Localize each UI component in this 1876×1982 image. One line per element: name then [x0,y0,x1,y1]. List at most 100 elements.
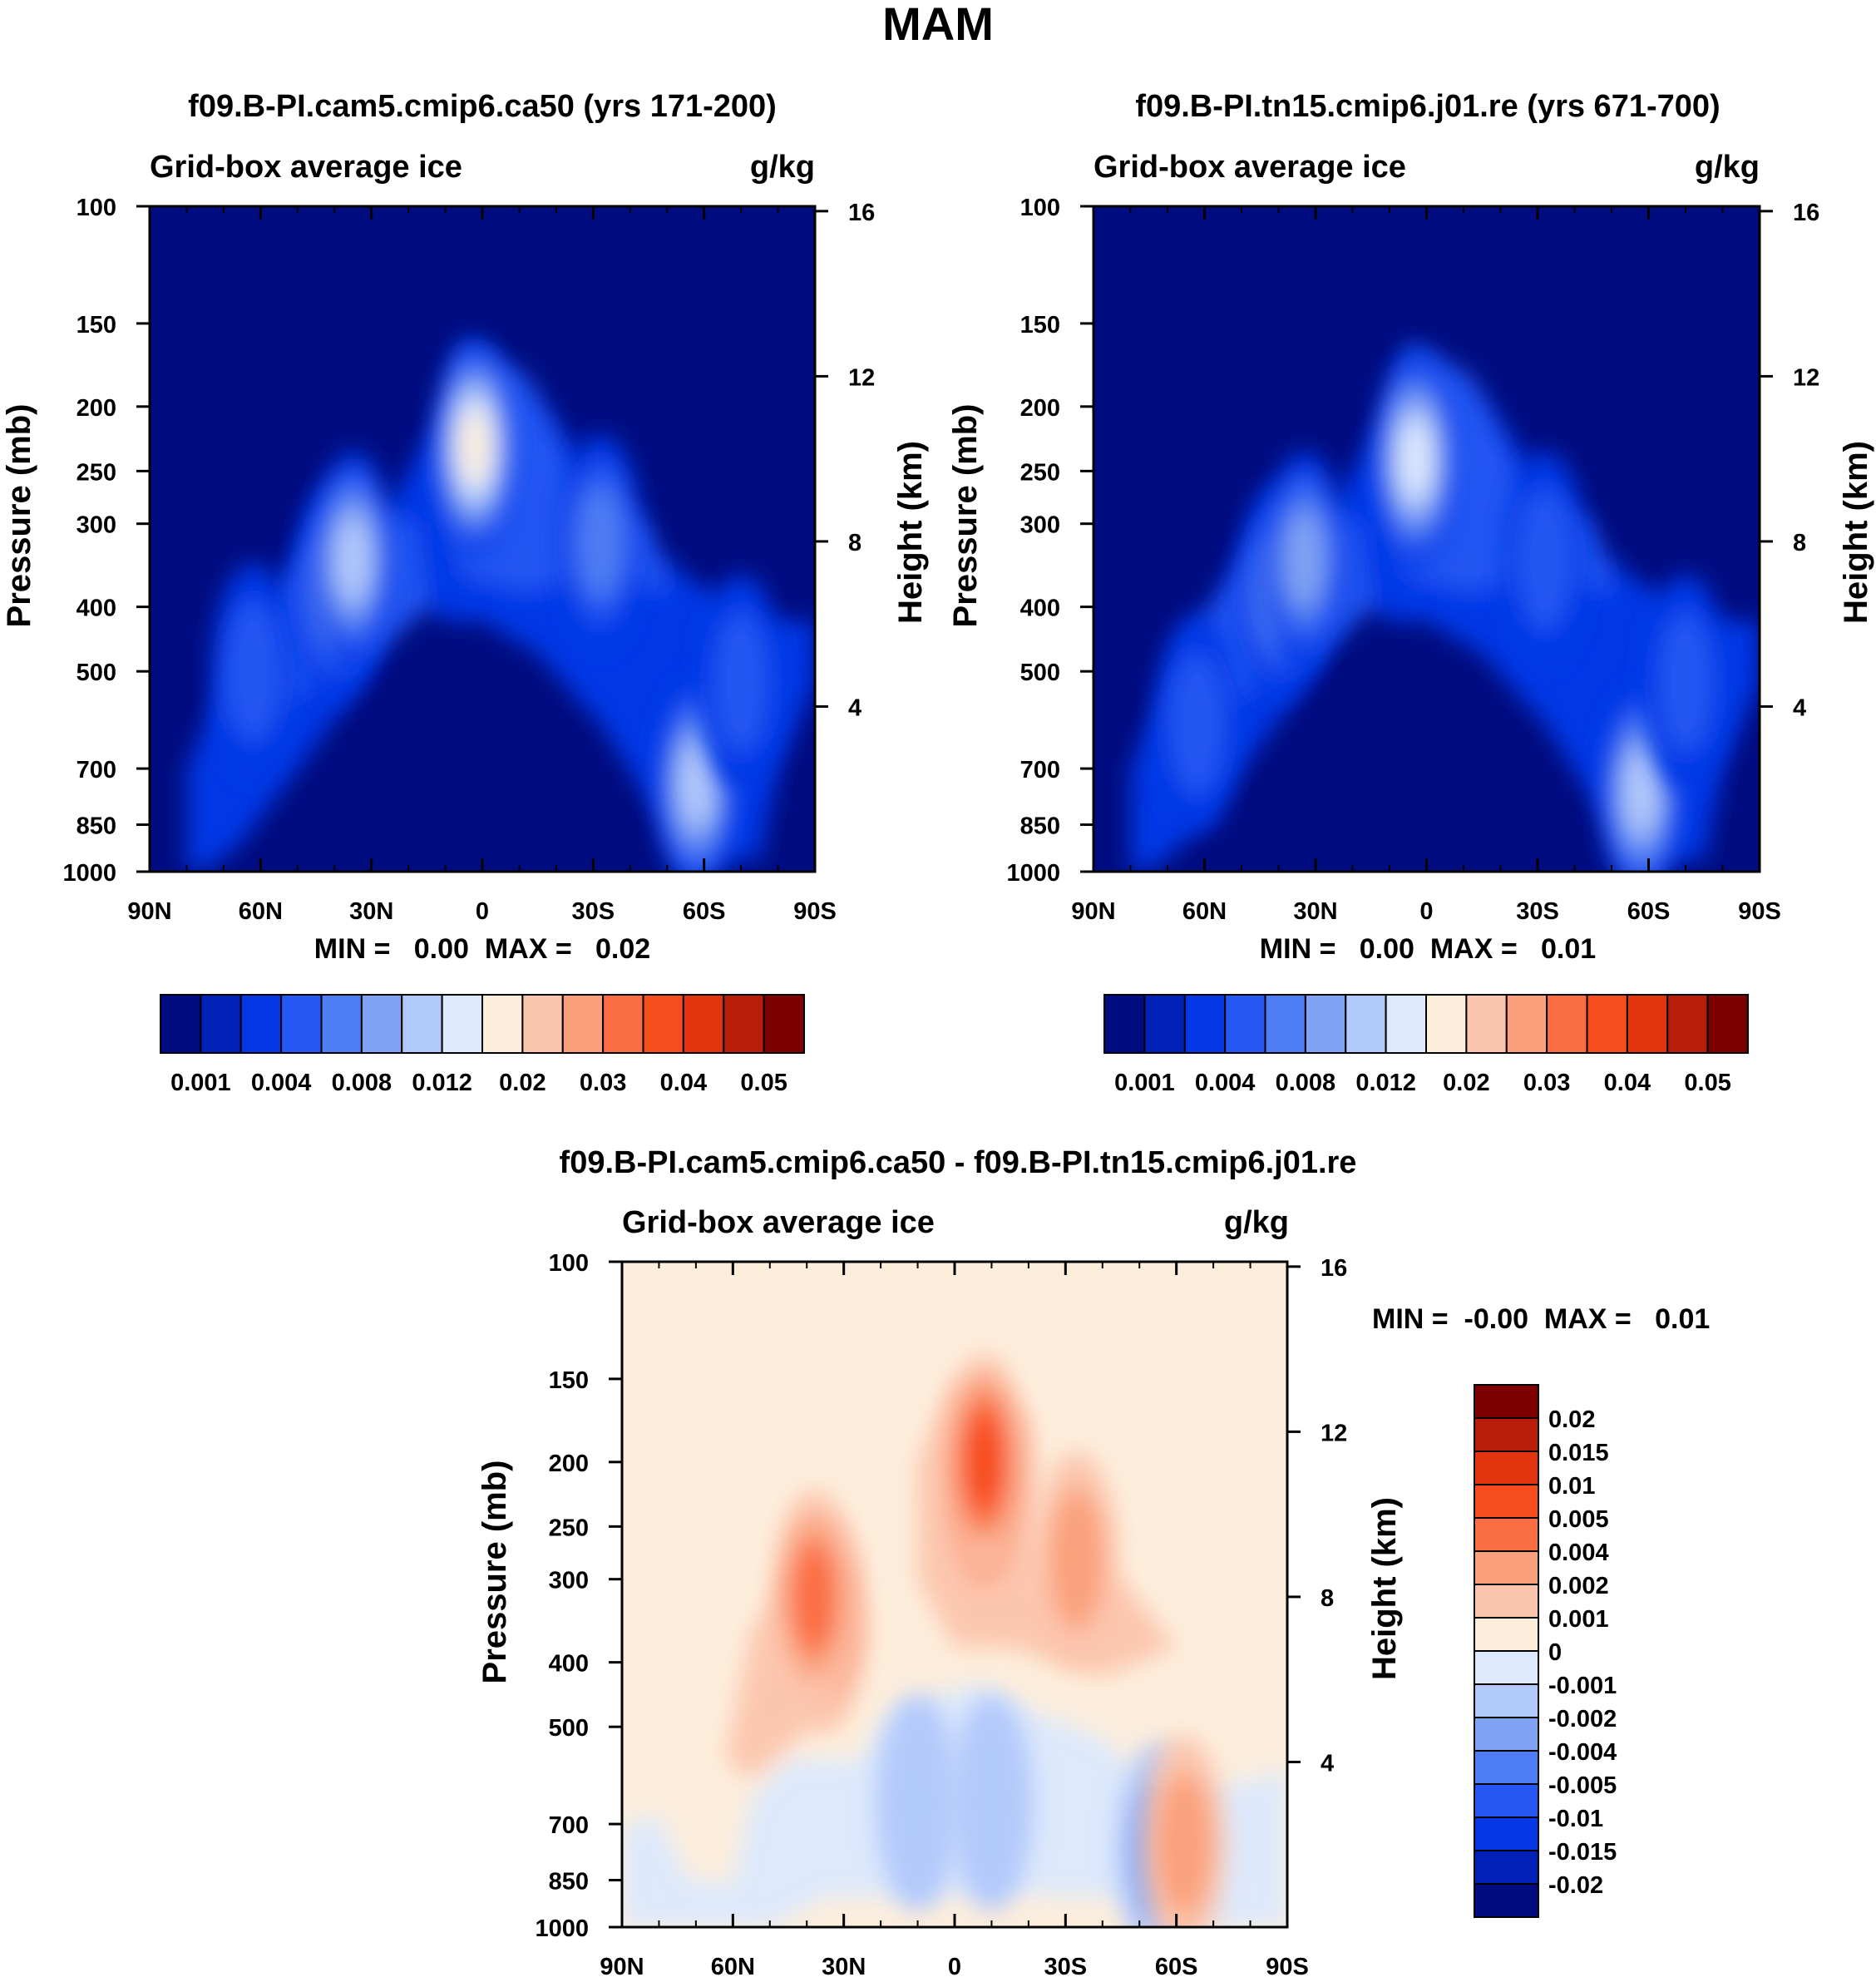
x-tick-label: 30N [1293,898,1337,925]
cloud-envelope [1130,359,1760,872]
colorbar-label: 0.012 [412,1070,472,1096]
y-tick-label: 1000 [62,860,116,887]
y-tick-label: 200 [549,1451,589,1477]
colorbar-swatch [1474,1417,1539,1452]
colorbar-swatch [1143,994,1186,1054]
y-tick-label: 400 [1020,596,1060,622]
colorbar-swatch [1465,994,1508,1054]
colorbar-swatch [1264,994,1306,1054]
contour-core [433,339,517,556]
y-tick-label: 150 [1020,312,1060,339]
colorbar-swatch [723,994,765,1054]
x-tick-label: 90S [1738,898,1781,925]
colorbar-swatch [561,994,605,1054]
x-tick-label: 30N [349,898,393,925]
panel-a-minmax: MIN = 0.00 MAX = 0.02 [314,933,650,965]
height-tick-label: 12 [1793,364,1819,391]
contour-core [942,1353,1026,1570]
contour-core [1142,1736,1226,1927]
colorbar-label: -0.02 [1548,1872,1603,1899]
colorbar-swatch [1224,994,1266,1054]
x-tick-label: 90N [1071,898,1115,925]
colorbar-label: -0.015 [1548,1839,1617,1866]
contour-core [950,1694,1034,1911]
colorbar-swatch [280,994,323,1054]
y-tick-label: 300 [1020,512,1060,539]
x-tick-label: 30S [572,898,615,925]
x-tick-label: 60N [1182,898,1227,925]
panel-diff-plot: 90N 60N 30N 0 30S 60S 90S 100 150 200 250 300 400 500… [535,1250,1347,1980]
colorbar-swatch [1474,1617,1539,1652]
panel-b-title: f09.B-PI.tn15.cmip6.j01.re (yrs 671-700) [1135,89,1720,124]
x-tick-label: 90S [1266,1954,1309,1980]
panel-diff-units-label: g/kg [1224,1205,1289,1240]
colorbar-swatch [1474,1484,1539,1519]
colorbar-label: -0.002 [1548,1706,1617,1732]
colorbar-swatch [320,994,363,1054]
colorbar-swatch [160,994,202,1054]
contour-field [150,206,815,872]
colorbar-swatch [1385,994,1427,1054]
colorbar-label: 0.05 [740,1070,787,1096]
colorbar-swatch [1425,994,1468,1054]
y-tick-label: 100 [77,195,116,221]
colorbar-label: 0.012 [1355,1070,1416,1096]
height-tick-label: 8 [848,530,861,556]
colorbar-swatch [1474,1717,1539,1752]
y-tick-label: 200 [77,395,116,422]
y-tick-label: 700 [77,757,116,783]
colorbar-label: 0.001 [1548,1606,1609,1633]
contour-core [773,1490,857,1707]
y-tick-label: 400 [77,596,116,622]
colorbar-swatch [481,994,524,1054]
x-tick-label: 30S [1044,1954,1088,1980]
contour-core [876,1694,960,1911]
y-tick-label: 250 [549,1515,589,1541]
panel-a-units-label: g/kg [750,150,815,185]
height-tick-label: 16 [1793,200,1819,226]
y-tick-label: 100 [1020,195,1060,221]
colorbar-swatch [682,994,725,1054]
contour-core [1034,1451,1118,1668]
y-tick-label: 850 [1020,813,1060,840]
colorbar-label: 0.001 [170,1070,231,1096]
y-tick-label: 150 [77,312,116,339]
colorbar-swatch [1474,1451,1539,1485]
x-tick-label: 60S [1155,1954,1198,1980]
panel-diff-field-label: Grid-box average ice [622,1205,935,1240]
colorbar-swatch [360,994,403,1054]
colorbar-label: -0.004 [1548,1739,1617,1766]
colorbar-label: 0 [1548,1639,1562,1666]
colorbar-label: 0.02 [1443,1070,1489,1096]
colorbar-label: 0.05 [1684,1070,1730,1096]
colorbar-label: 0.015 [1548,1440,1609,1466]
y-tick-label: 300 [77,512,116,539]
panel-a-ylabel-right: Height (km) [892,441,929,624]
contour-core [559,434,643,651]
height-tick-label: 8 [1321,1585,1334,1612]
colorbar-label: 0.005 [1548,1506,1609,1533]
x-tick-label: 60N [711,1954,755,1980]
y-tick-label: 1000 [1006,860,1060,887]
contour-field [1094,206,1760,872]
colorbar-swatch [1546,994,1588,1054]
colorbar-swatch [1474,1883,1539,1918]
x-tick-label: 0 [1419,898,1433,925]
x-tick-label: 0 [476,898,489,925]
y-tick-label: 200 [1020,395,1060,422]
panel-a-field-label: Grid-box average ice [150,150,462,185]
colorbar-swatch [1706,994,1749,1054]
y-tick-label: 100 [549,1250,589,1277]
colorbar-label: 0.01 [1548,1473,1595,1500]
height-tick-label: 4 [848,694,861,721]
colorbar-label: 0.04 [1604,1070,1651,1096]
contour-core [1374,351,1458,568]
colorbar-swatch [1474,1517,1539,1552]
colorbar-swatch [521,994,564,1054]
colorbar-label: 0.02 [1548,1406,1595,1433]
colorbar-label: 0.004 [1195,1070,1256,1096]
colorbar-swatch [1626,994,1669,1054]
y-tick-label: 1000 [535,1915,589,1942]
panel-b-plot: 90N 60N 30N 0 30S 60S 90S 100 150 200 250 300 400 500… [1006,195,1819,925]
colorbar-swatch [1474,1850,1539,1885]
